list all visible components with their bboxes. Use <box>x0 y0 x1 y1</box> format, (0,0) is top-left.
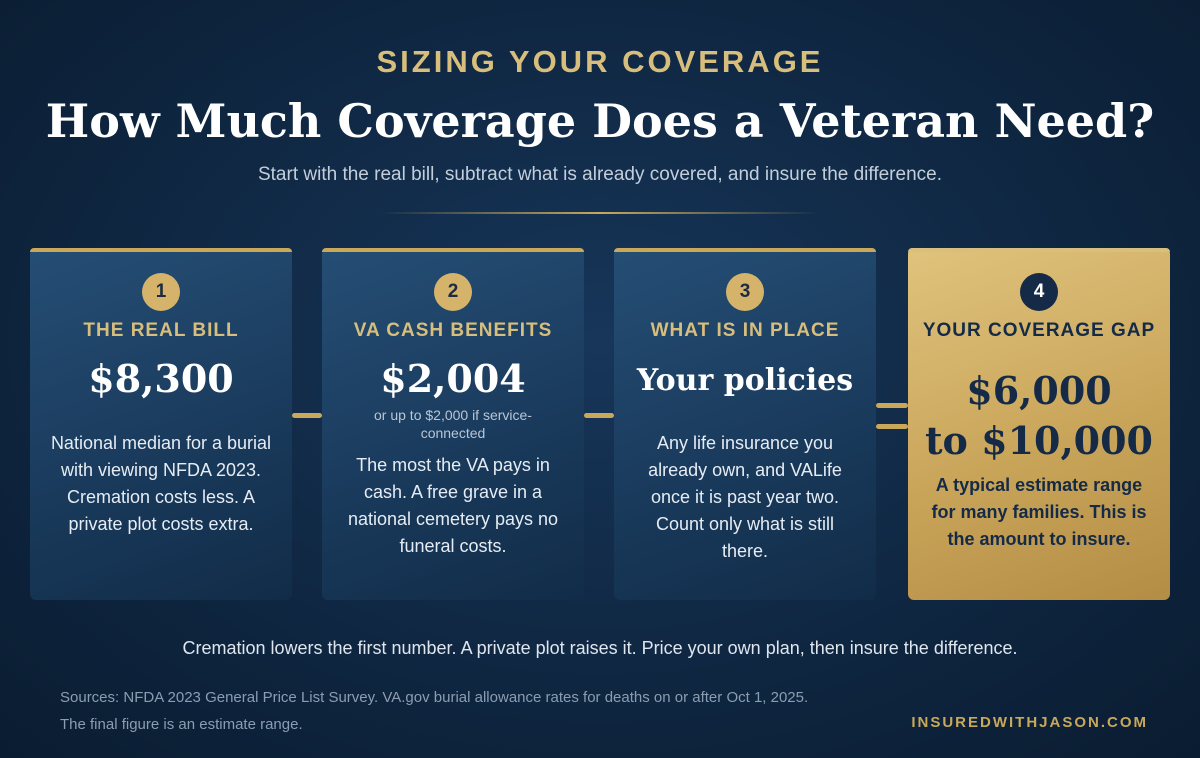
step-card-real-bill: 1 THE REAL BILL $8,300 National median f… <box>30 248 292 600</box>
connector-2-3 <box>584 413 614 418</box>
header-divider <box>380 212 820 214</box>
footer-note: Cremation lowers the first number. A pri… <box>182 638 1018 658</box>
step-description: A typical estimate range for many famili… <box>931 475 1147 549</box>
sources: Sources: NFDA 2023 General Price List Su… <box>60 684 960 738</box>
step-label: YOUR COVERAGE GAP <box>922 320 1156 341</box>
sources-line: Sources: NFDA 2023 General Price List Su… <box>60 689 809 706</box>
step-description: National median for a burial with viewin… <box>50 433 272 534</box>
step-description: Any life insurance you already own, and … <box>648 433 842 561</box>
step-label: THE REAL BILL <box>83 320 239 341</box>
step-number-badge: 1 <box>142 273 180 311</box>
step-card-va-benefits: 2 VA CASH BENEFITS $2,004 or up to $2,00… <box>322 248 584 600</box>
eyebrow: SIZING YOUR COVERAGE <box>376 44 824 79</box>
step-note: or up to $2,000 if service-connected <box>374 407 532 441</box>
step-card-coverage-gap: 4 YOUR COVERAGE GAP $6,000 to $10,000 A … <box>908 248 1170 600</box>
gap-amount-line2: to $10,000 <box>925 418 1153 463</box>
step-number-badge: 4 <box>1020 273 1058 311</box>
step-amount: Your policies <box>636 363 854 398</box>
step-amount: $8,300 <box>88 356 234 401</box>
gap-amount-line1: $6,000 <box>966 368 1112 413</box>
site-url: INSUREDWITHJASON.COM <box>911 714 1148 731</box>
step-amount: $2,004 <box>380 356 526 401</box>
subtitle: Start with the real bill, subtract what … <box>257 164 942 185</box>
connector-3-4-bottom <box>876 424 908 429</box>
step-amount: $6,000 to $10,000 <box>908 366 1170 466</box>
disclaimer-line: The final figure is an estimate range. <box>60 716 303 733</box>
step-label: VA CASH BENEFITS <box>353 320 553 341</box>
step-card-in-place: 3 WHAT IS IN PLACE Your policies Any lif… <box>614 248 876 600</box>
step-label: WHAT IS IN PLACE <box>650 320 840 341</box>
step-number-badge: 3 <box>726 273 764 311</box>
connector-3-4-top <box>876 403 908 408</box>
step-number-badge: 2 <box>434 273 472 311</box>
step-description: The most the VA pays in cash. A free gra… <box>347 455 559 556</box>
page-title: How Much Coverage Does a Veteran Need? <box>45 94 1155 148</box>
connector-1-2 <box>292 413 322 418</box>
